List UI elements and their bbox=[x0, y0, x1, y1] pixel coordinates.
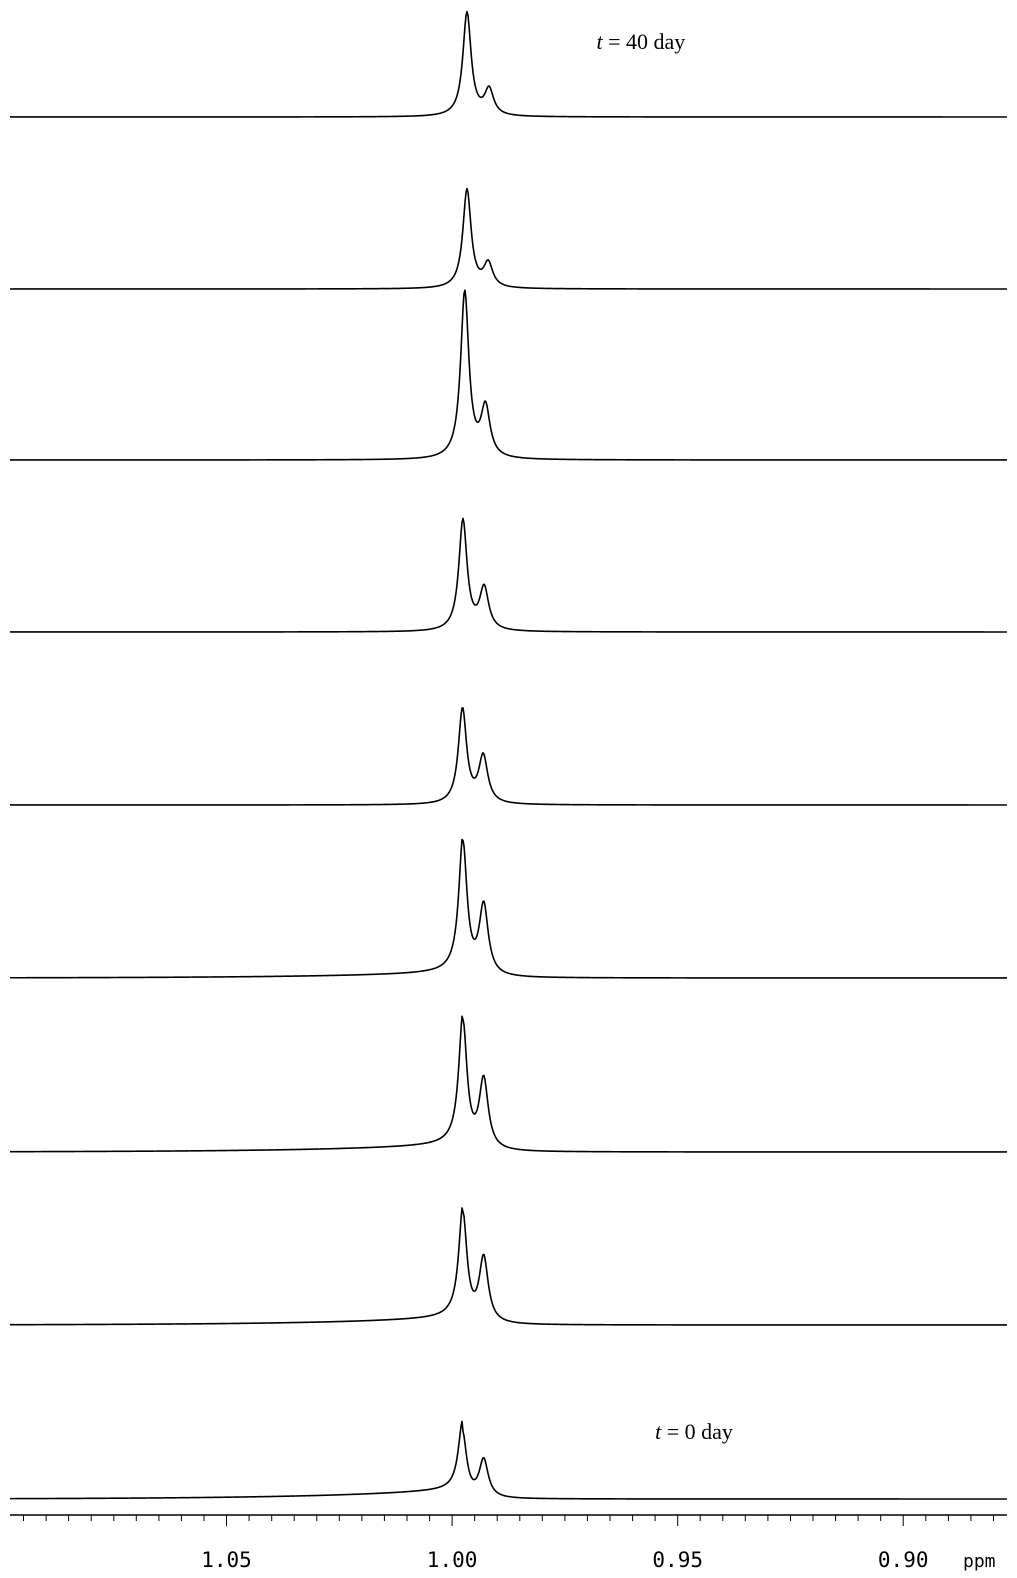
spectrum-trace-5 bbox=[10, 707, 1007, 806]
x-axis-tick-labels: 1.05 1.00 0.95 0.90 bbox=[201, 1548, 928, 1572]
spectrum-trace-6 bbox=[10, 838, 1007, 979]
x-tick-label: 0.90 bbox=[878, 1548, 929, 1572]
spectrum-trace-8 bbox=[9, 1207, 1007, 1326]
spectrum-trace-7 bbox=[10, 1015, 1007, 1153]
x-axis-unit-label: ppm bbox=[963, 1551, 996, 1572]
ppm-axis: 1.05 1.00 0.95 0.90 ppm bbox=[10, 1514, 1007, 1572]
time-annotation: t = 0 day bbox=[655, 1419, 733, 1444]
spectrum-traces bbox=[9, 10, 1007, 1500]
x-axis-ticks bbox=[23, 1515, 994, 1526]
time-annotation: t = 40 day bbox=[597, 29, 686, 54]
spectrum-trace-9 bbox=[10, 1420, 1007, 1500]
x-tick-label: 1.00 bbox=[427, 1548, 478, 1572]
spectrum-trace-3 bbox=[10, 289, 1007, 461]
x-tick-label: 0.95 bbox=[652, 1548, 703, 1572]
time-annotations: t = 40 day t = 0 day bbox=[597, 29, 733, 1444]
x-tick-label: 1.05 bbox=[201, 1548, 252, 1572]
spectrum-trace-2 bbox=[10, 187, 1007, 290]
spectrum-trace-4 bbox=[10, 517, 1007, 633]
spectrum-trace-1 bbox=[10, 10, 1007, 118]
